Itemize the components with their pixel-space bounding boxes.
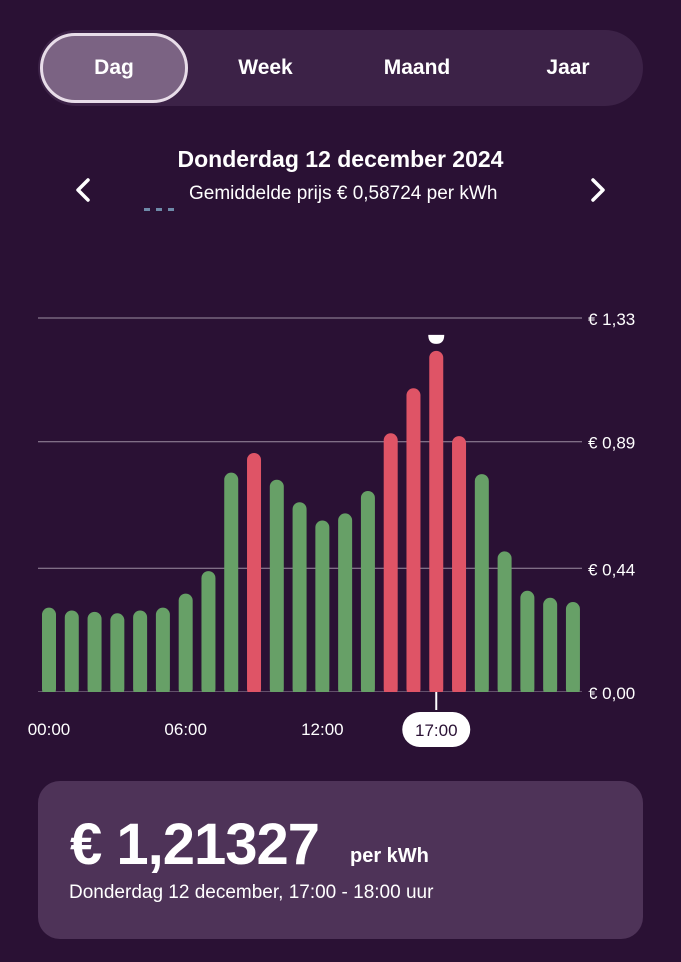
- tab-jaar[interactable]: Jaar: [546, 56, 590, 79]
- price-bar[interactable]: [42, 607, 56, 696]
- price-bar[interactable]: [269, 479, 284, 696]
- y-tick-label: € 0,44: [588, 560, 635, 579]
- x-tick-label: 12:00: [301, 720, 344, 739]
- price-bar[interactable]: [247, 452, 262, 696]
- tab-week[interactable]: Week: [238, 56, 293, 79]
- price-bar[interactable]: [201, 571, 216, 696]
- price-bar[interactable]: [452, 436, 467, 696]
- price-bar[interactable]: [474, 474, 489, 696]
- price-chart: € 1,33€ 0,89€ 0,44€ 0,0000:0006:0012:000…: [28, 310, 635, 747]
- y-tick-label: € 0,89: [588, 434, 635, 453]
- x-tick-label: 00:00: [28, 720, 71, 739]
- x-tick-label: 06:00: [164, 720, 207, 739]
- y-tick-label: € 1,33: [588, 310, 635, 329]
- price-bar[interactable]: [543, 597, 558, 696]
- previous-day-button[interactable]: [63, 170, 103, 210]
- price-bar[interactable]: [406, 388, 421, 696]
- price-bar[interactable]: [155, 607, 170, 696]
- price-bar[interactable]: [133, 610, 148, 696]
- price-bar[interactable]: [110, 613, 125, 696]
- y-tick-label: € 0,00: [588, 684, 635, 703]
- price-bar[interactable]: [315, 520, 330, 696]
- selected-hour-badge[interactable]: 17:00: [402, 712, 471, 747]
- price-bar[interactable]: [178, 593, 193, 696]
- chart-baseline-mask: [30, 692, 590, 700]
- price-bar[interactable]: [338, 513, 353, 696]
- price-bar[interactable]: [497, 551, 512, 696]
- selected-price-card: € 1,21327 per kWh Donderdag 12 december,…: [38, 781, 643, 939]
- price-bar[interactable]: [429, 350, 444, 696]
- price-bar[interactable]: [565, 602, 580, 696]
- price-unit: per kWh: [350, 845, 429, 867]
- period-tabs: Dag Week Maand Jaar: [38, 30, 643, 106]
- price-bar[interactable]: [224, 472, 239, 696]
- price-bar[interactable]: [383, 433, 398, 696]
- price-bar[interactable]: [64, 610, 79, 696]
- page-title: Donderdag 12 december 2024: [177, 146, 504, 172]
- average-price-legend: Gemiddelde prijs € 0,58724 per kWh: [189, 183, 498, 204]
- selected-period: Donderdag 12 december, 17:00 - 18:00 uur: [69, 882, 434, 903]
- chevron-left-icon: [76, 178, 90, 202]
- selection-marker-icon: [428, 334, 445, 344]
- price-bar[interactable]: [292, 502, 307, 696]
- price-bar[interactable]: [87, 611, 102, 696]
- selected-price: € 1,21327: [70, 812, 320, 877]
- price-bar[interactable]: [360, 490, 375, 696]
- price-bar[interactable]: [520, 590, 535, 696]
- tab-dag[interactable]: Dag: [40, 33, 188, 103]
- chevron-right-icon: [591, 178, 605, 202]
- next-day-button[interactable]: [578, 170, 618, 210]
- tab-maand[interactable]: Maand: [383, 56, 451, 79]
- average-price-dash-icon: [144, 208, 176, 211]
- selected-hour-label: 17:00: [415, 721, 458, 740]
